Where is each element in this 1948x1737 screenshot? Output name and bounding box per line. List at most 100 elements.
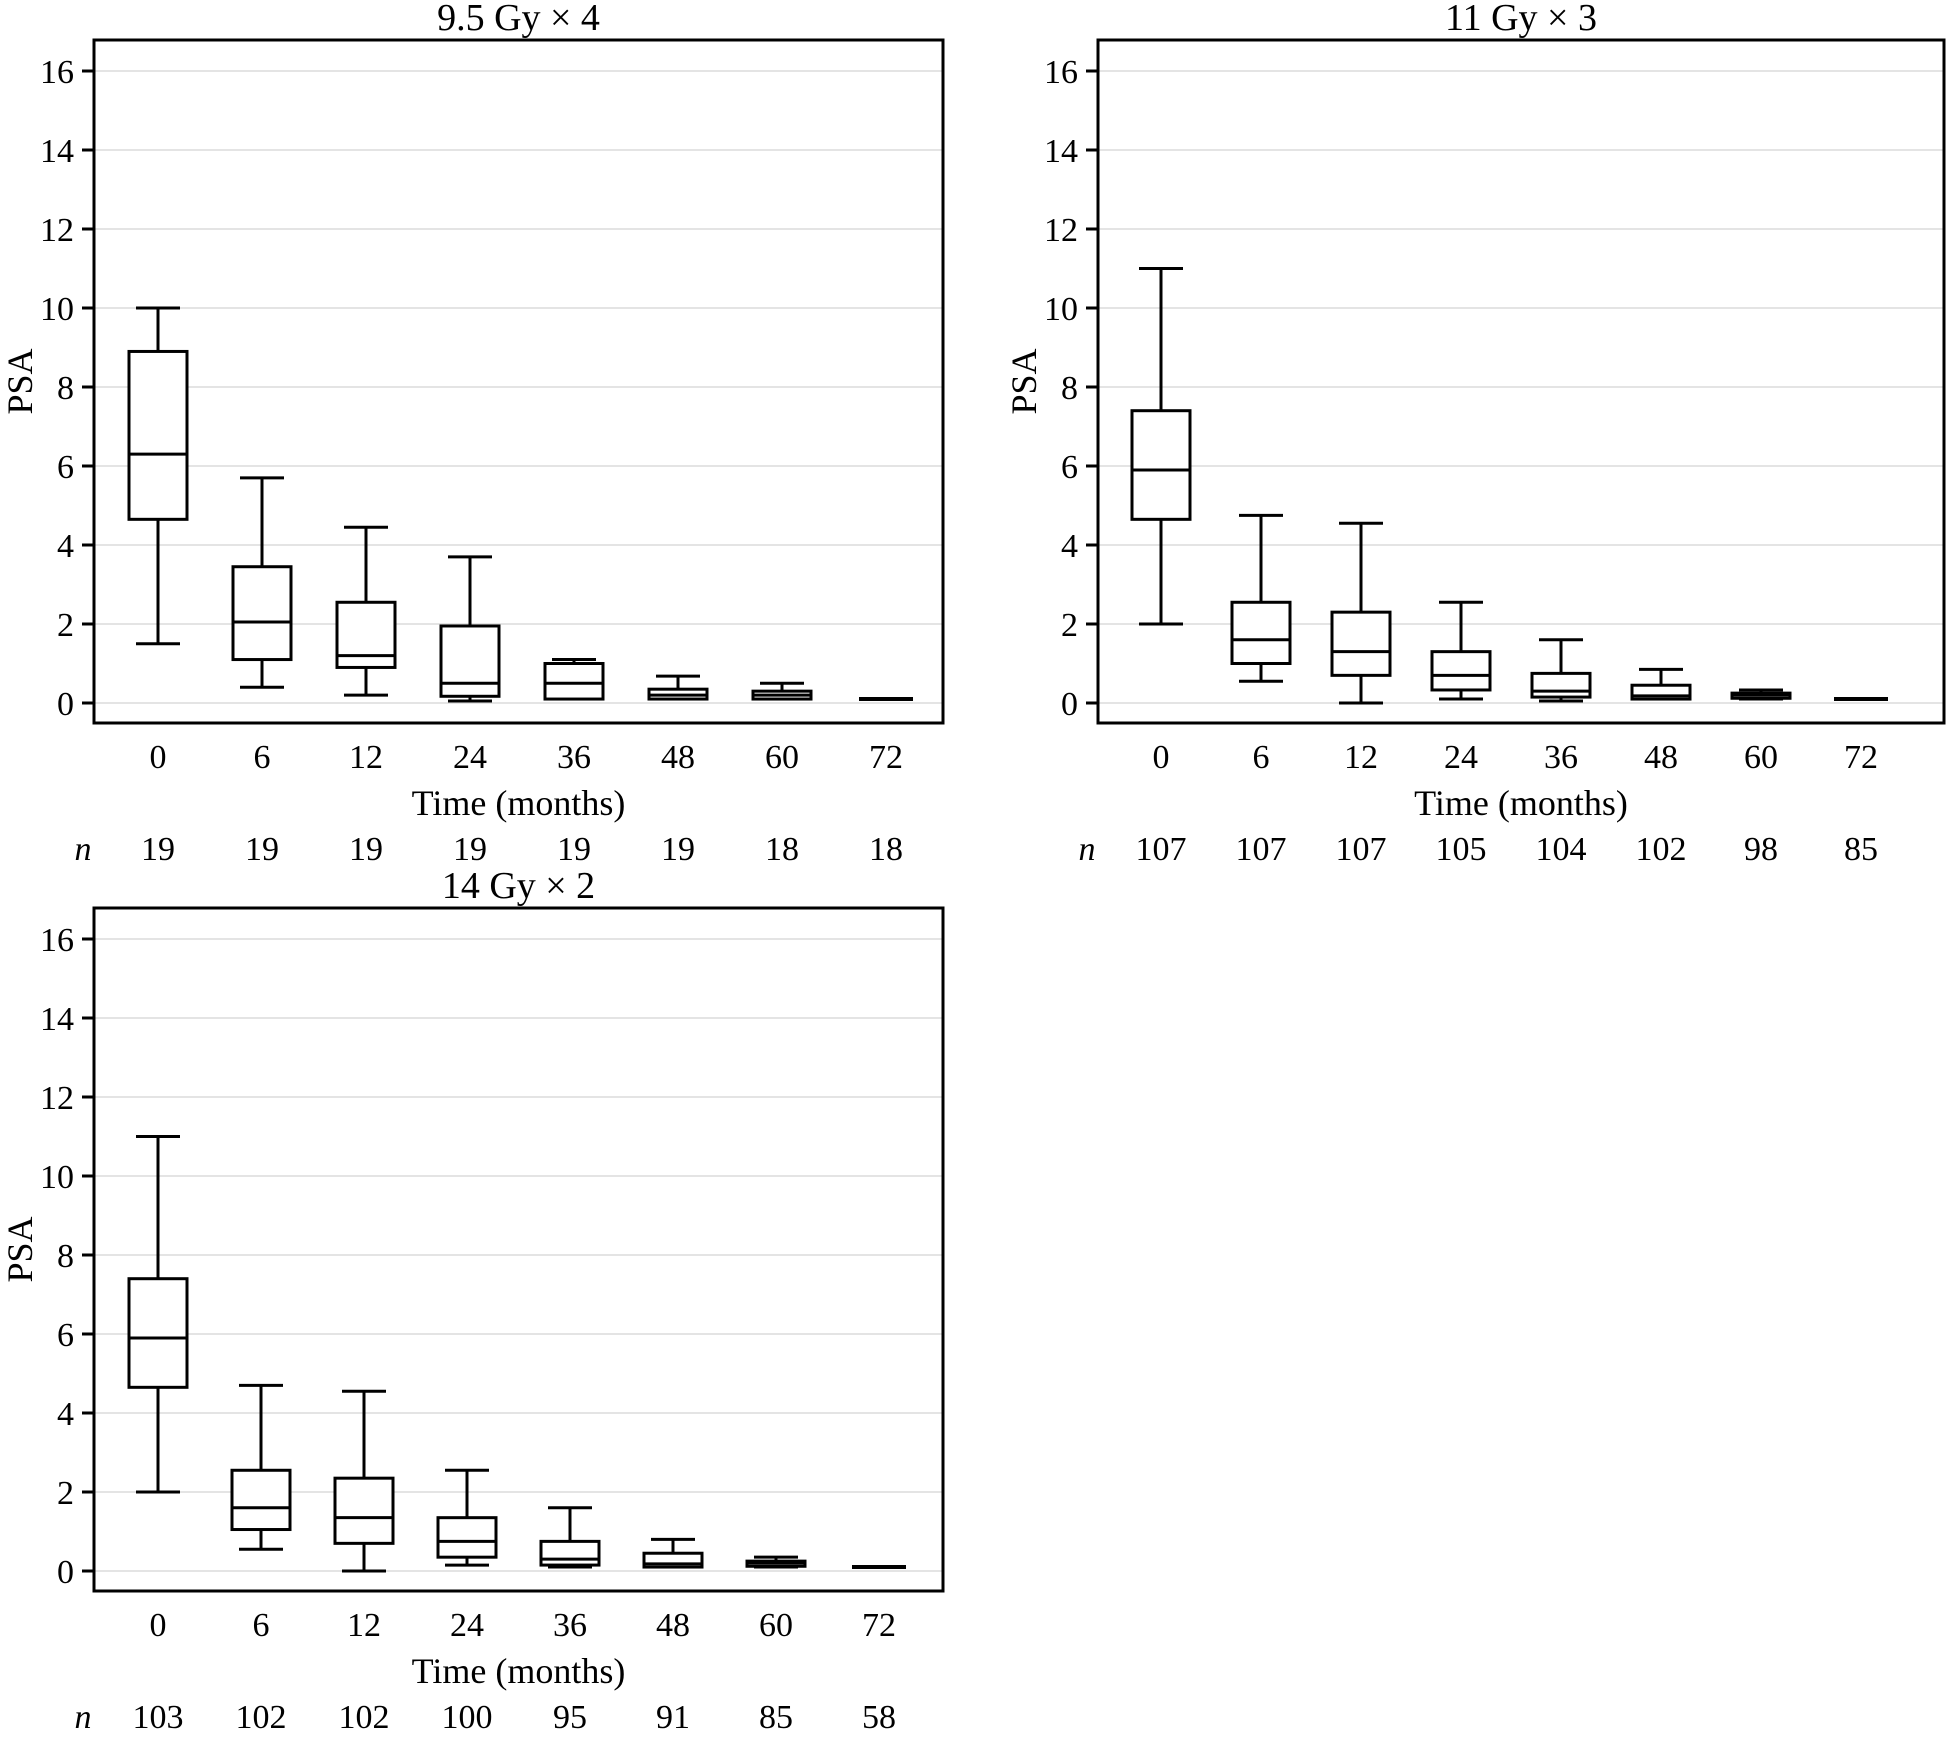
y-tick-label: 14	[40, 133, 74, 170]
n-row-label: n	[75, 831, 92, 868]
y-tick-label: 6	[1061, 449, 1078, 486]
x-tick-label: 36	[553, 1607, 587, 1644]
panel-11gy-x3: 0 2 4 6 8 10 12 14 16 11 Gy × 3 PSA 0 6 12 24 36 48 60 72 T…	[974, 0, 1948, 868]
x-tick-label: 60	[765, 739, 799, 776]
n-value: 102	[1636, 831, 1687, 868]
x-tick-label: 0	[1153, 739, 1170, 776]
box	[127, 1277, 189, 1389]
x-tick-label: 48	[1644, 739, 1678, 776]
panel-14gy-x2: 0 2 4 6 8 10 12 14 16 14 Gy × 2 PSA 0 6 12 24 36 48 60 72 T…	[0, 868, 974, 1737]
y-axis-title: PSA	[1004, 348, 1044, 414]
n-value: 19	[349, 831, 383, 868]
y-tick-label: 16	[40, 54, 74, 91]
x-axis-title: Time (months)	[412, 783, 626, 823]
n-value: 102	[339, 1699, 390, 1736]
box	[1530, 671, 1592, 699]
box	[231, 565, 293, 662]
y-tick-label: 4	[57, 528, 74, 565]
n-value: 107	[1136, 831, 1187, 868]
y-tick-label: 16	[40, 922, 74, 959]
box	[1130, 409, 1192, 521]
n-value: 19	[661, 831, 695, 868]
box	[335, 600, 397, 669]
y-tick-label: 14	[40, 1001, 74, 1038]
y-tick-label: 14	[1044, 133, 1078, 170]
y-tick-label: 0	[1061, 686, 1078, 723]
panel-title: 14 Gy × 2	[442, 868, 595, 907]
y-tick-label: 10	[40, 1159, 74, 1196]
y-tick-label: 6	[57, 449, 74, 486]
box	[539, 1539, 601, 1567]
n-value: 95	[553, 1699, 587, 1736]
box	[230, 1468, 292, 1532]
y-tick-label: 8	[1061, 370, 1078, 407]
n-value: 102	[236, 1699, 287, 1736]
n-value: 100	[442, 1699, 493, 1736]
y-tick-label: 0	[57, 686, 74, 723]
n-value: 85	[759, 1699, 793, 1736]
plot-border	[92, 906, 945, 1593]
x-tick-label: 12	[347, 1607, 381, 1644]
box	[439, 624, 501, 698]
box	[436, 1516, 498, 1559]
n-value: 19	[453, 831, 487, 868]
x-tick-label: 6	[253, 1607, 270, 1644]
x-axis-title: Time (months)	[412, 1651, 626, 1691]
n-value: 105	[1436, 831, 1487, 868]
n-value: 58	[862, 1699, 896, 1736]
panel-title: 11 Gy × 3	[1445, 0, 1597, 39]
n-value: 103	[133, 1699, 184, 1736]
x-tick-label: 24	[450, 1607, 484, 1644]
x-tick-label: 24	[1444, 739, 1478, 776]
x-tick-label: 72	[862, 1607, 896, 1644]
n-row-label: n	[75, 1699, 92, 1736]
n-value: 91	[656, 1699, 690, 1736]
plot-border	[92, 38, 945, 725]
n-value: 85	[1844, 831, 1878, 868]
y-tick-label: 6	[57, 1317, 74, 1354]
x-tick-label: 6	[1253, 739, 1270, 776]
y-tick-label: 4	[57, 1396, 74, 1433]
n-value: 104	[1536, 831, 1587, 868]
x-tick-label: 60	[1744, 739, 1778, 776]
x-tick-label: 48	[656, 1607, 690, 1644]
y-tick-label: 2	[57, 607, 74, 644]
x-tick-label: 0	[150, 739, 167, 776]
box	[127, 349, 189, 521]
plot-border	[1096, 38, 1946, 725]
x-tick-label: 0	[150, 1607, 167, 1644]
x-tick-label: 24	[453, 739, 487, 776]
n-value: 107	[1336, 831, 1387, 868]
x-tick-label: 6	[254, 739, 271, 776]
y-axis-title: PSA	[0, 1216, 40, 1282]
y-tick-label: 10	[40, 291, 74, 328]
y-tick-label: 12	[40, 1080, 74, 1117]
x-tick-label: 36	[557, 739, 591, 776]
y-tick-label: 16	[1044, 54, 1078, 91]
x-tick-label: 72	[869, 739, 903, 776]
n-value: 19	[245, 831, 279, 868]
empty-cell	[974, 868, 1948, 1737]
y-axis-title: PSA	[0, 348, 40, 414]
y-tick-label: 8	[57, 370, 74, 407]
n-value: 18	[869, 831, 903, 868]
y-tick-label: 12	[1044, 212, 1078, 249]
x-axis-title: Time (months)	[1414, 783, 1628, 823]
y-tick-label: 8	[57, 1238, 74, 1275]
x-tick-label: 72	[1844, 739, 1878, 776]
x-tick-label: 12	[1344, 739, 1378, 776]
y-tick-label: 0	[57, 1554, 74, 1591]
n-value: 18	[765, 831, 799, 868]
y-tick-label: 2	[1061, 607, 1078, 644]
n-value: 19	[141, 831, 175, 868]
x-tick-label: 36	[1544, 739, 1578, 776]
n-value: 19	[557, 831, 591, 868]
panel-title: 9.5 Gy × 4	[437, 0, 600, 39]
box	[543, 662, 605, 701]
n-row-label: n	[1079, 831, 1096, 868]
x-tick-label: 12	[349, 739, 383, 776]
